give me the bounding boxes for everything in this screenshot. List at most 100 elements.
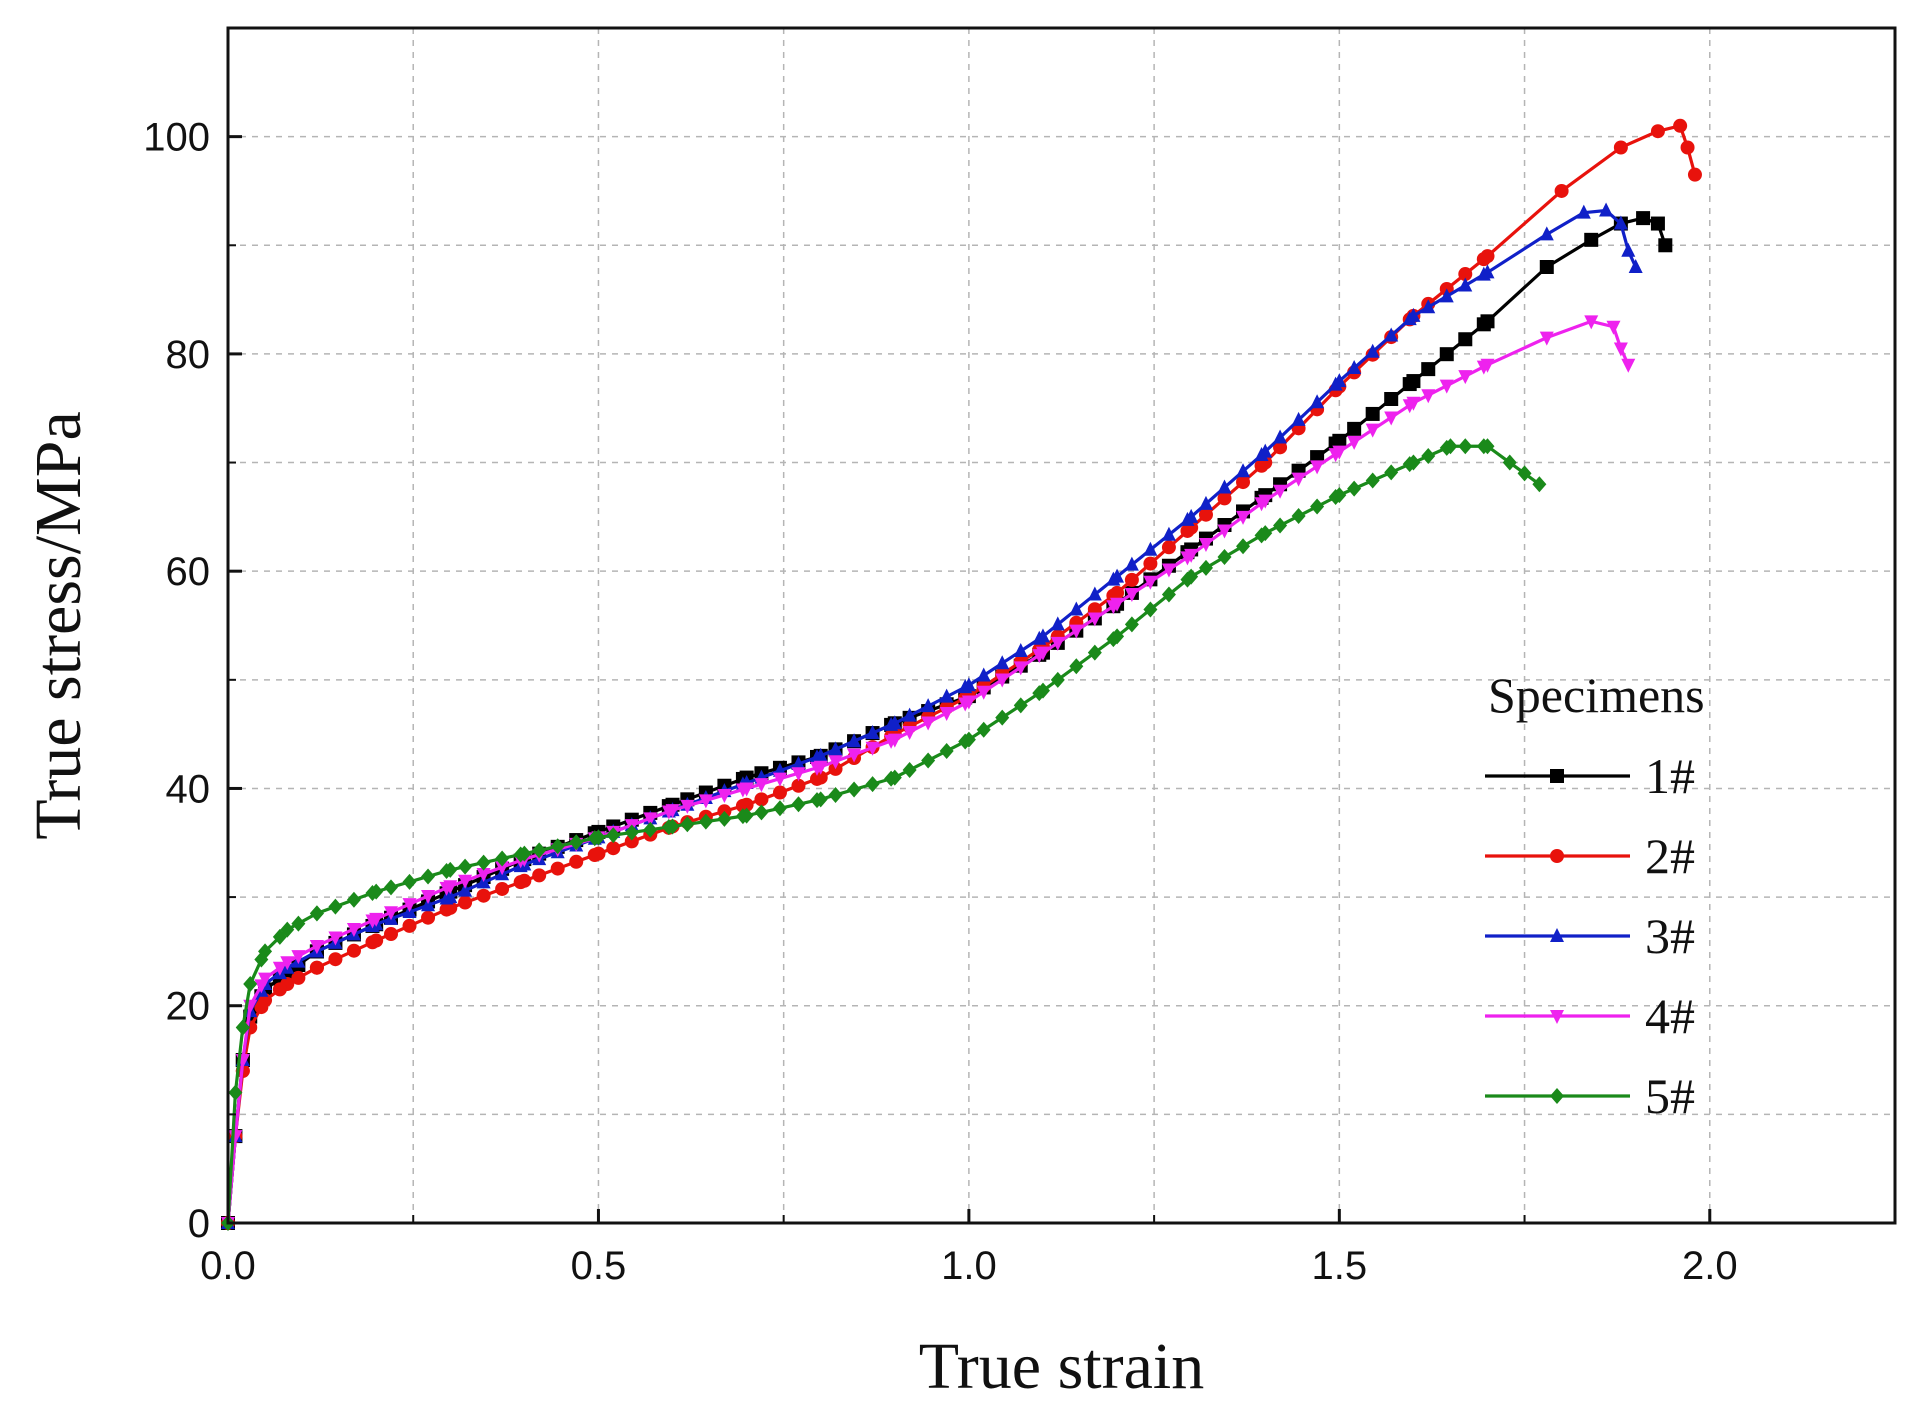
curve-marker [1291,508,1306,525]
data-point [1613,342,1628,357]
curve-marker [1347,360,1362,375]
curve-marker [1032,685,1047,702]
curve-marker [550,861,565,876]
curve-marker [1291,472,1306,487]
data-point [1584,315,1599,330]
curve-marker [1143,556,1158,571]
curve-marker [1384,327,1399,342]
curve-marker [254,1000,269,1015]
curve-marker [717,788,732,803]
curve-marker [495,850,510,867]
curve-marker [1236,538,1251,555]
curve-marker [1439,288,1454,303]
curve-marker [1143,601,1158,618]
curve-marker [735,808,750,825]
series-line [226,319,1630,1224]
curve-marker [383,879,398,896]
curve-marker [587,847,602,862]
curve-marker [791,796,806,813]
y-tick-label: 100 [143,116,210,160]
data-point [243,976,258,992]
curve-marker [1161,586,1176,603]
data-point [1680,140,1695,155]
data-point [1628,259,1643,273]
curve-marker [1365,406,1380,421]
x-tick-label: 0.5 [571,1244,627,1288]
curve-marker [680,816,695,833]
curve-marker [1180,523,1195,538]
curve-marker [1087,612,1102,627]
curve-marker [1365,343,1380,358]
curve-marker [1236,475,1251,490]
data-point [228,1084,243,1101]
curve-marker [810,761,825,776]
curve-marker [1254,446,1269,461]
curve-marker [1124,556,1139,571]
legend-marker [1550,769,1564,783]
curve-marker [1310,460,1325,475]
curve-marker [439,890,454,905]
curve-marker [698,794,713,809]
curve-marker [810,771,825,786]
curve-marker [1310,394,1325,409]
curve-marker [309,960,324,975]
legend-marker [1550,849,1564,863]
series-line [226,444,1541,1224]
curve-marker [1069,624,1084,639]
curve-marker [1328,376,1343,391]
curve-marker [865,776,880,793]
curve-marker [402,898,417,913]
curve-marker [1402,377,1417,392]
curve-marker [1328,489,1343,506]
curve-marker [828,755,843,770]
data-point [1650,216,1665,231]
curve-marker [791,756,806,771]
curve-marker [1310,498,1325,515]
legend-item-1: 1# [1485,748,1695,804]
curve-marker [291,950,306,965]
curve-marker [1347,435,1362,450]
curve-marker [1458,332,1473,347]
curve-marker [828,786,843,803]
curve-marker [439,881,454,896]
curve-marker [1254,458,1269,473]
curve-marker [1273,517,1288,534]
curve-marker [1236,463,1251,478]
data-point [1636,211,1651,226]
curve-marker [1328,448,1343,463]
curve-marker [995,709,1010,726]
curve-marker [495,881,510,896]
curve-marker [1069,658,1084,675]
x-axis-title: True strain [919,1330,1204,1403]
curve-marker [1013,697,1028,714]
curve-marker [791,778,806,793]
curve-marker [1476,438,1491,455]
curve-marker [1217,524,1232,539]
curve-marker [902,707,917,722]
curve-marker [847,781,862,798]
data-point [1554,183,1569,198]
x-tick-label: 2.0 [1682,1244,1738,1288]
curve-marker [1124,616,1139,633]
curve-marker [606,841,621,856]
series-layer [221,118,1702,1231]
curve-marker [902,761,917,778]
curve-marker [1161,563,1176,578]
curve-marker [1106,571,1121,586]
curve-marker [735,783,750,798]
curve-marker [865,741,880,756]
legend-label: 2# [1645,828,1695,884]
data-point [1673,118,1688,133]
legend: Specimens 1# 2# 3# 4# 5# [1485,667,1705,1124]
curve-marker [1180,511,1195,526]
data-point [1599,202,1614,217]
curve-marker [754,792,769,807]
curve-marker [1032,630,1047,645]
curve-marker [309,905,324,922]
curve-marker [606,827,621,844]
curve-marker [532,842,547,859]
data-point [1539,260,1554,274]
curve-marker [458,895,473,910]
curve-marker [624,834,639,849]
curve-marker [458,882,473,897]
